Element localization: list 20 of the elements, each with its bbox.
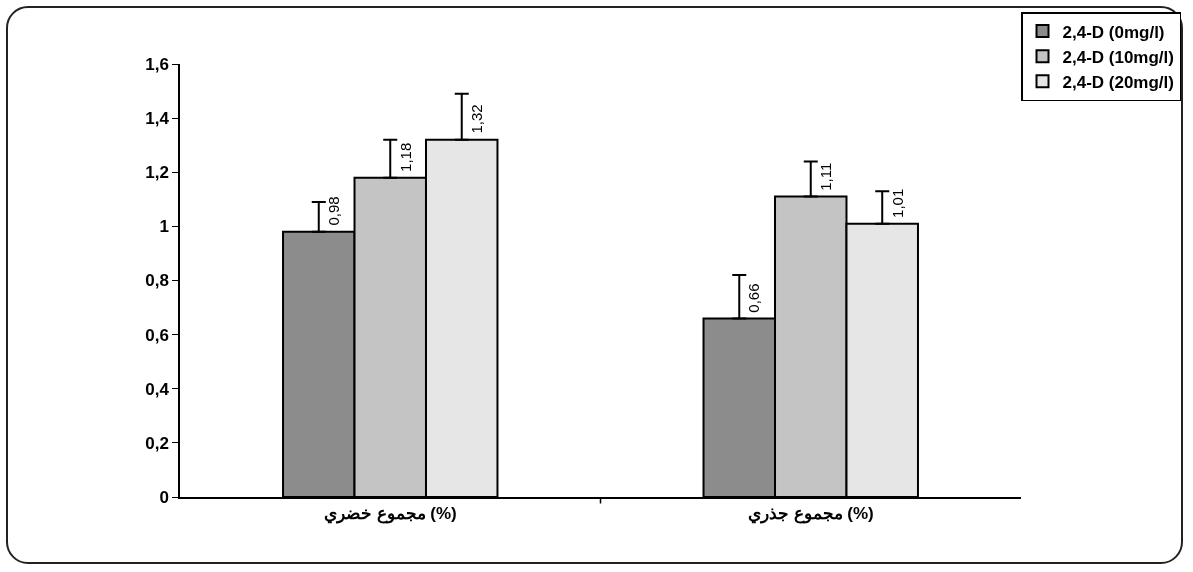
data-label: 0,98 (324, 196, 342, 226)
data-label: 1,18 (396, 142, 414, 172)
y-tick-label: 1,2 (145, 163, 169, 183)
data-label: 1,01 (888, 188, 906, 218)
y-tick-label: 1,6 (145, 54, 169, 74)
y-tick-label: 0,8 (145, 271, 169, 291)
x-tick-label: مجموع خضري (%) (323, 504, 457, 525)
legend-label: 2,4-D (0mg/l) (1062, 22, 1165, 42)
x-tick-label: مجموع جذري (%) (747, 504, 874, 525)
y-tick-label: 0 (159, 487, 169, 507)
y-tick-label: 0,4 (145, 379, 170, 399)
y-tick-label: 0,6 (145, 325, 169, 345)
legend-label: 2,4-D (10mg/l) (1062, 47, 1174, 67)
y-tick-label: 0,2 (145, 433, 169, 453)
y-tick-label: 1,4 (145, 109, 170, 129)
data-label: 0,66 (744, 283, 762, 313)
data-label: 1,32 (467, 104, 485, 134)
y-tick-label: 1 (159, 217, 169, 237)
data-label: 1,11 (816, 162, 834, 191)
legend-label: 2,4-D (20mg/l) (1062, 72, 1174, 92)
